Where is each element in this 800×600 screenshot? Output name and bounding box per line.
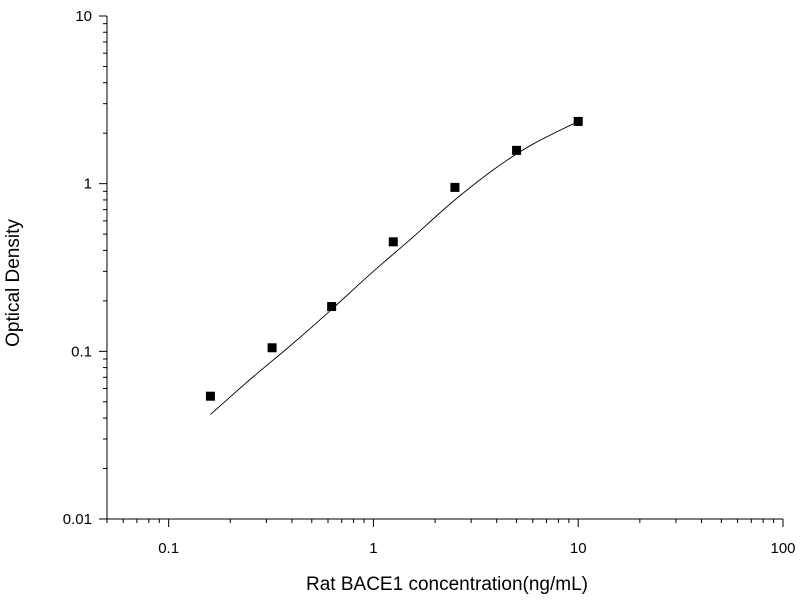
x-tick-label: 0.1 xyxy=(158,540,179,557)
plot-area: 0.1 1 10 100 0.01 0.1 1 10 xyxy=(63,8,796,557)
data-point xyxy=(205,391,215,401)
x-tick-label: 100 xyxy=(770,540,795,557)
data-point xyxy=(388,237,398,247)
y-axis-title: Optical Density xyxy=(3,219,24,347)
data-point xyxy=(327,302,337,312)
data-point xyxy=(267,343,277,353)
y-tick-label: 0.1 xyxy=(71,343,92,360)
data-point xyxy=(450,182,460,192)
y-tick-label: 0.01 xyxy=(63,511,92,528)
fit-curve-line xyxy=(210,121,579,415)
x-axis-title: Rat BACE1 concentration(ng/mL) xyxy=(306,574,588,595)
x-tick-label: 1 xyxy=(369,540,377,557)
y-tick-label: 1 xyxy=(84,176,92,193)
data-point xyxy=(512,145,522,155)
y-tick-label: 10 xyxy=(75,8,92,25)
x-tick-label: 10 xyxy=(570,540,587,557)
data-point xyxy=(573,116,583,126)
